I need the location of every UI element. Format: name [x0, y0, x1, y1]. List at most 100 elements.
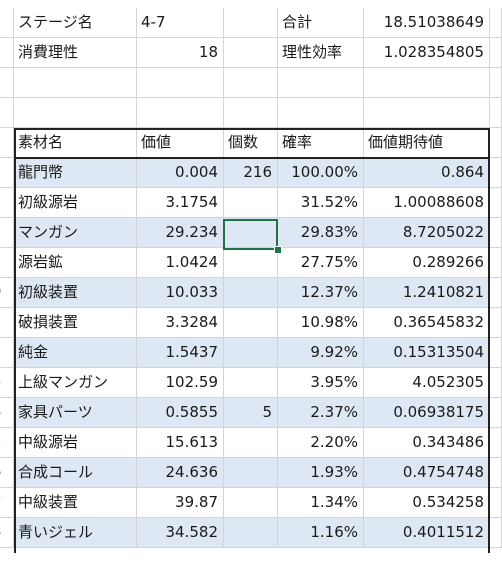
count-cell[interactable] [224, 518, 278, 548]
row-number[interactable]: 5 [0, 428, 14, 458]
empty-cell[interactable] [137, 68, 224, 98]
empty-cell[interactable] [490, 338, 502, 368]
count-cell[interactable] [224, 338, 278, 368]
empty-cell[interactable] [490, 428, 502, 458]
empty-cell[interactable] [278, 68, 364, 98]
cost-value-cell[interactable]: 18 [137, 38, 224, 68]
row-number[interactable] [0, 188, 14, 218]
value-cell[interactable]: 24.636 [137, 458, 224, 488]
probability-cell[interactable]: 10.98% [278, 308, 364, 338]
empty-cell[interactable] [490, 368, 502, 398]
row-number[interactable]: 6 [0, 458, 14, 488]
row-number[interactable] [0, 248, 14, 278]
row-header[interactable] [0, 38, 14, 68]
material-name-cell[interactable]: 初級源岩 [14, 188, 137, 218]
probability-cell[interactable]: 9.92% [278, 338, 364, 368]
empty-cell[interactable] [490, 128, 502, 158]
expected-value-cell[interactable]: 0.15313504 [364, 338, 490, 368]
material-name-cell[interactable]: 源岩鉱 [14, 248, 137, 278]
probability-cell[interactable]: 2.20% [278, 428, 364, 458]
row-number[interactable]: 2 [0, 338, 14, 368]
count-cell[interactable]: 216 [224, 158, 278, 188]
expected-value-cell[interactable]: 1.00088608 [364, 188, 490, 218]
count-cell[interactable] [224, 188, 278, 218]
value-cell[interactable]: 3.3284 [137, 308, 224, 338]
material-name-cell[interactable]: 上級マンガン [14, 368, 137, 398]
probability-cell[interactable]: 1.16% [278, 518, 364, 548]
value-cell[interactable]: 3.1754 [137, 188, 224, 218]
probability-cell[interactable]: 31.52% [278, 188, 364, 218]
empty-cell[interactable] [14, 68, 137, 98]
expected-value-cell[interactable]: 0.864 [364, 158, 490, 188]
row-number[interactable] [0, 218, 14, 248]
expected-value-cell[interactable]: 0.4011512 [364, 518, 490, 548]
value-cell[interactable]: 39.87 [137, 488, 224, 518]
value-cell[interactable]: 0.5855 [137, 398, 224, 428]
empty-cell[interactable] [278, 98, 364, 128]
probability-cell[interactable]: 1.34% [278, 488, 364, 518]
empty-cell[interactable] [14, 98, 137, 128]
empty-cell[interactable] [490, 518, 502, 548]
probability-cell[interactable]: 100.00% [278, 158, 364, 188]
empty-cell[interactable] [364, 68, 490, 98]
probability-cell[interactable]: 29.83% [278, 218, 364, 248]
count-cell[interactable] [224, 248, 278, 278]
empty-cell[interactable] [224, 98, 278, 128]
empty-cell[interactable] [490, 98, 502, 128]
value-cell[interactable]: 1.0424 [137, 248, 224, 278]
empty-cell[interactable] [364, 98, 490, 128]
expected-value-cell[interactable]: 4.052305 [364, 368, 490, 398]
expected-value-cell[interactable]: 0.36545832 [364, 308, 490, 338]
row-number[interactable]: 1 [0, 308, 14, 338]
probability-cell[interactable]: 3.95% [278, 368, 364, 398]
header-probability[interactable]: 確率 [278, 128, 364, 158]
count-cell[interactable] [224, 308, 278, 338]
empty-cell[interactable] [490, 458, 502, 488]
empty-cell[interactable] [490, 8, 502, 38]
count-cell[interactable] [224, 278, 278, 308]
empty-cell[interactable] [137, 98, 224, 128]
cost-label-cell[interactable]: 消費理性 [14, 38, 137, 68]
material-name-cell[interactable]: 龍門幣 [14, 158, 137, 188]
row-header[interactable] [0, 98, 14, 128]
count-cell[interactable] [224, 458, 278, 488]
row-header[interactable] [0, 8, 14, 38]
empty-cell[interactable] [224, 8, 278, 38]
material-name-cell[interactable]: 合成コール [14, 458, 137, 488]
expected-value-cell[interactable]: 1.2410821 [364, 278, 490, 308]
empty-cell[interactable] [490, 38, 502, 68]
probability-cell[interactable]: 27.75% [278, 248, 364, 278]
probability-cell[interactable]: 12.37% [278, 278, 364, 308]
row-number[interactable]: 7 [0, 488, 14, 518]
material-name-cell[interactable]: 中級装置 [14, 488, 137, 518]
value-cell[interactable]: 1.5437 [137, 338, 224, 368]
value-cell[interactable]: 10.033 [137, 278, 224, 308]
count-cell[interactable] [224, 428, 278, 458]
material-name-cell[interactable]: 青いジェル [14, 518, 137, 548]
empty-cell[interactable] [490, 398, 502, 428]
expected-value-cell[interactable]: 0.343486 [364, 428, 490, 458]
empty-cell[interactable] [490, 278, 502, 308]
count-cell[interactable]: 5 [224, 398, 278, 428]
expected-value-cell[interactable]: 8.7205022 [364, 218, 490, 248]
count-cell[interactable] [224, 218, 278, 248]
empty-cell[interactable] [490, 218, 502, 248]
value-cell[interactable]: 29.234 [137, 218, 224, 248]
expected-value-cell[interactable]: 0.289266 [364, 248, 490, 278]
expected-value-cell[interactable]: 0.4754748 [364, 458, 490, 488]
material-name-cell[interactable]: 家具パーツ [14, 398, 137, 428]
material-name-cell[interactable]: マンガン [14, 218, 137, 248]
probability-cell[interactable]: 2.37% [278, 398, 364, 428]
header-name[interactable]: 素材名 [14, 128, 137, 158]
empty-cell[interactable] [490, 248, 502, 278]
probability-cell[interactable]: 1.93% [278, 458, 364, 488]
row-number[interactable]: 0 [0, 278, 14, 308]
row-number[interactable]: 8 [0, 518, 14, 548]
empty-cell[interactable] [490, 308, 502, 338]
empty-cell[interactable] [224, 38, 278, 68]
stage-value-cell[interactable]: 4-7 [137, 8, 224, 38]
row-number[interactable] [0, 158, 14, 188]
count-cell[interactable] [224, 368, 278, 398]
value-cell[interactable]: 102.59 [137, 368, 224, 398]
stage-label-cell[interactable]: ステージ名 [14, 8, 137, 38]
